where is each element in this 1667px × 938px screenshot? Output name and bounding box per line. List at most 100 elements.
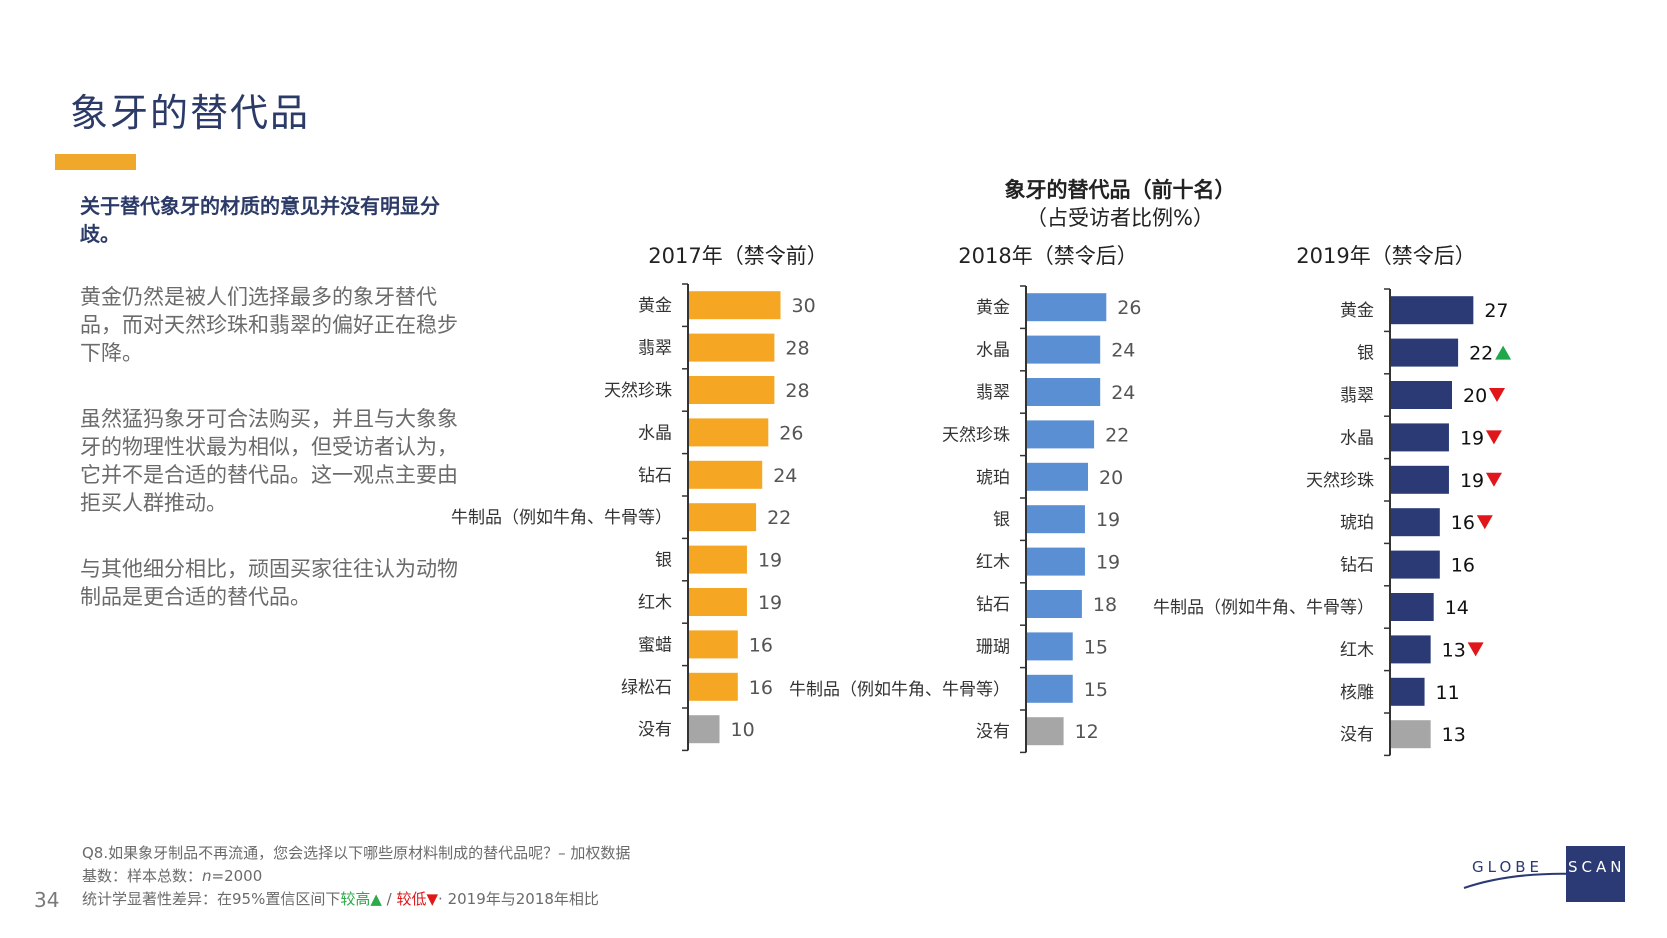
bar <box>689 545 747 574</box>
category-label: 绿松石 <box>621 678 672 698</box>
bar <box>1027 674 1073 703</box>
value-label: 30 <box>792 295 816 317</box>
bar <box>1391 635 1431 664</box>
bar <box>689 460 763 489</box>
value-label: 24 <box>1111 340 1135 362</box>
value-label: 19 <box>1460 427 1484 449</box>
bar <box>1027 420 1095 449</box>
value-label: 16 <box>749 634 773 656</box>
value-label: 13 <box>1442 639 1466 661</box>
value-label: 12 <box>1075 721 1099 743</box>
category-label: 琥珀 <box>1340 513 1374 533</box>
footer-base-n: n <box>202 867 212 885</box>
page-number: 34 <box>34 888 60 912</box>
value-label: 11 <box>1436 682 1460 704</box>
value-label: 16 <box>749 677 773 699</box>
value-label: 24 <box>773 465 797 487</box>
footer-sig-sep: / <box>381 890 397 908</box>
footer-base-value: =2000 <box>211 867 263 885</box>
category-label: 水晶 <box>976 341 1010 361</box>
bar <box>689 418 769 447</box>
bar <box>1391 381 1452 409</box>
category-label: 没有 <box>1340 725 1374 745</box>
value-label: 14 <box>1445 597 1469 619</box>
bar <box>1027 462 1088 491</box>
page-title: 象牙的替代品 <box>70 91 311 135</box>
footer-sig-prefix: 统计学显著性差异：在95%置信区间下 <box>82 890 341 908</box>
bar <box>1027 505 1085 534</box>
value-label: 22 <box>767 507 791 529</box>
bar <box>689 588 747 616</box>
bar <box>689 376 775 404</box>
chart-title: 象牙的替代品（前十名） <box>1004 178 1236 202</box>
significance-down-icon <box>1489 388 1505 402</box>
svg-text:GLOBE: GLOBE <box>1472 858 1543 876</box>
category-label: 天然珍珠 <box>942 425 1010 445</box>
chart-subtitle: （占受访者比例%） <box>1026 206 1214 230</box>
significance-up-icon <box>1495 345 1512 360</box>
category-label: 钻石 <box>976 595 1010 615</box>
chart-2: 2018年（禁令后） 黄金 26 水晶 24 翡翠 24 天然珍珠 22 琥珀 20 银 19 红木 19 钻… <box>789 244 1141 754</box>
bar <box>1391 465 1449 494</box>
bar <box>1391 423 1449 452</box>
paragraph-2: 虽然猛犸象牙可合法购买，并且与大象象牙的物理性状最为相似，但受访者认为，它并不是… <box>80 407 458 515</box>
value-label: 26 <box>1117 297 1141 319</box>
category-label: 银 <box>993 510 1010 530</box>
category-label: 核雕 <box>1340 683 1374 703</box>
value-label: 15 <box>1084 679 1108 701</box>
category-label: 银 <box>1357 344 1374 364</box>
bar <box>689 672 738 701</box>
value-label: 19 <box>758 550 782 572</box>
category-label: 银 <box>655 551 672 571</box>
value-label: 22 <box>1469 343 1493 365</box>
significance-down-icon <box>1467 642 1484 657</box>
chart-title-block: 象牙的替代品（前十名） （占受访者比例%） <box>940 176 1300 232</box>
value-label: 16 <box>1451 555 1475 577</box>
significance-down-icon <box>1485 430 1502 445</box>
value-label: 28 <box>785 380 809 402</box>
bar <box>1027 717 1064 746</box>
bar <box>1027 335 1101 364</box>
category-label: 红木 <box>638 593 672 613</box>
value-label: 27 <box>1484 300 1508 322</box>
category-label: 没有 <box>976 722 1010 742</box>
category-label: 水晶 <box>638 423 672 443</box>
bar <box>1027 632 1073 661</box>
significance-down-icon <box>1476 515 1493 530</box>
category-label: 黄金 <box>638 296 672 316</box>
category-label: 翡翠 <box>638 339 672 359</box>
footer-sig-higher: 较高▲ <box>340 890 382 908</box>
bar <box>689 630 738 659</box>
bar <box>1391 296 1474 325</box>
value-label: 26 <box>779 422 803 444</box>
bar <box>689 503 757 532</box>
chart-1: 2017年（禁令前） 黄金 30 翡翠 28 天然珍珠 28 水晶 26 钻石 24 牛制品（例如牛角… <box>451 244 828 752</box>
bar <box>1027 378 1101 406</box>
bar <box>1391 677 1425 706</box>
bar <box>1391 338 1459 367</box>
value-label: 24 <box>1111 382 1135 404</box>
bar <box>1027 590 1082 618</box>
category-label: 水晶 <box>1340 428 1374 448</box>
value-label: 18 <box>1093 594 1117 616</box>
value-label: 19 <box>1460 470 1484 492</box>
value-label: 19 <box>1096 552 1120 574</box>
value-label: 10 <box>731 719 755 741</box>
category-label: 翡翠 <box>976 383 1010 403</box>
footer-notes: Q8.如果象牙制品不再流通，您会选择以下哪些原材料制成的替代品呢？– 加权数据 … <box>82 842 630 911</box>
category-label: 钻石 <box>1340 556 1374 576</box>
svg-text:SCAN: SCAN <box>1568 858 1625 876</box>
paragraph-3: 与其他细分相比，顽固买家往往认为动物制品是更合适的替代品。 <box>80 557 458 609</box>
footer-base: 基数：样本总数：n=2000 <box>82 865 630 888</box>
category-label: 天然珍珠 <box>1306 471 1374 491</box>
bar <box>1027 293 1107 322</box>
category-label: 牛制品（例如牛角、牛骨等） <box>789 680 1010 700</box>
footer-sig-suffix: · 2019年与2018年相比 <box>438 890 599 908</box>
globescan-logo: GLOBE SCAN <box>1463 846 1625 902</box>
chart-panel-title: 2018年（禁令后） <box>958 244 1137 268</box>
category-label: 没有 <box>638 720 672 740</box>
category-label: 牛制品（例如牛角、牛骨等） <box>451 508 672 528</box>
bar <box>1391 593 1434 621</box>
significance-down-icon <box>1485 472 1502 487</box>
value-label: 22 <box>1105 424 1129 446</box>
